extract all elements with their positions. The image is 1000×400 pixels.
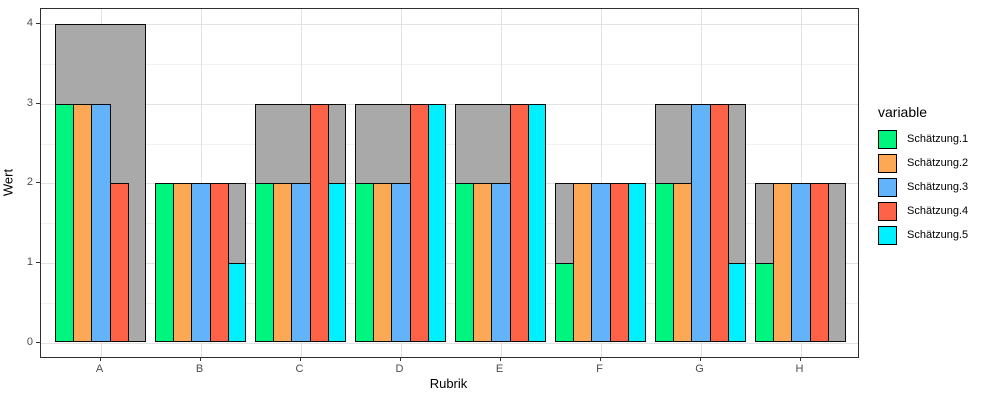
bar-B-Schätzung.3 (191, 183, 211, 343)
y-tick-label-3: 3 (26, 96, 33, 109)
x-tick-mark-D (399, 357, 401, 361)
y-tick-label-0: 0 (26, 335, 33, 348)
bar-E-Schätzung.3 (491, 183, 511, 343)
y-tick-label-4: 4 (26, 17, 33, 30)
x-tick-label-A: A (95, 363, 104, 375)
bar-A-Schätzung.3 (91, 103, 111, 343)
bar-F-Schätzung.2 (573, 183, 593, 343)
bar-B-Schätzung.1 (155, 183, 175, 343)
legend-swatch-icon (878, 153, 897, 173)
x-tick-mark-B (199, 357, 201, 361)
bar-D-Schätzung.5 (427, 103, 446, 343)
x-tick-label-H: H (795, 363, 804, 375)
y-tick-mark-4 (36, 23, 40, 25)
x-tick-label-D: D (395, 363, 404, 375)
gridline-major-y1 (41, 262, 858, 264)
bar-E-Schätzung.5 (527, 103, 546, 343)
bar-G-Schätzung.3 (691, 103, 711, 343)
bar-B-Schätzung.2 (173, 183, 193, 343)
gridline-minor (41, 223, 858, 225)
bar-D-Schätzung.3 (391, 183, 411, 343)
legend: variable Schätzung.1 Schätzung.2 Schätzung… (878, 104, 968, 249)
bar-H-Schätzung.1 (755, 262, 775, 343)
x-tick-mark-F (599, 357, 601, 361)
y-tick-mark-3 (36, 102, 40, 104)
bar-C-Schätzung.3 (291, 183, 311, 343)
bar-D-Schätzung.1 (355, 183, 375, 343)
x-tick-mark-H (799, 357, 801, 361)
legend-title: variable (878, 104, 928, 120)
bar-G-Schätzung.4 (709, 103, 729, 343)
gridline-major-y2 (41, 183, 858, 185)
legend-entry-Schätzung.2: Schätzung.2 (878, 153, 968, 173)
y-tick-mark-1 (36, 261, 40, 263)
legend-label: Schätzung.5 (907, 229, 969, 241)
bar-B-Schätzung.4 (209, 183, 229, 343)
legend-label: Schätzung.1 (907, 133, 969, 145)
x-tick-mark-A (99, 357, 101, 361)
bar-C-Schätzung.4 (309, 103, 329, 343)
bar-E-Schätzung.2 (473, 183, 493, 343)
legend-swatch-icon (878, 201, 897, 221)
bar-F-Schätzung.5 (627, 183, 646, 343)
bar-H-Schätzung.2 (773, 183, 793, 343)
legend-entry-Schätzung.3: Schätzung.3 (878, 177, 968, 197)
legend-label: Schätzung.2 (907, 157, 969, 169)
y-tick-mark-2 (36, 182, 40, 184)
x-tick-label-E: E (495, 363, 504, 375)
y-axis-title: Wert (0, 168, 16, 197)
y-tick-label-1: 1 (26, 255, 33, 268)
plot-panel (40, 8, 859, 358)
x-tick-mark-E (499, 357, 501, 361)
bar-G-Schätzung.2 (673, 183, 693, 343)
x-tick-label-G: G (695, 363, 704, 375)
bar-G-Schätzung.5 (727, 262, 746, 343)
bar-H-Schätzung.4 (809, 183, 829, 343)
x-tick-label-F: F (596, 363, 603, 375)
y-tick-label-2: 2 (26, 176, 33, 189)
bar-A-Schätzung.2 (73, 103, 93, 343)
x-axis-title: Rubrik (429, 376, 468, 391)
legend-swatch-icon (878, 225, 897, 245)
bar-C-Schätzung.2 (273, 183, 293, 343)
bar-D-Schätzung.2 (373, 183, 393, 343)
bar-H-Schätzung.3 (791, 183, 811, 343)
gridline-minor (41, 63, 858, 65)
bar-C-Schätzung.5 (327, 183, 346, 343)
gridline-minor (41, 302, 858, 304)
gridline-minor (41, 143, 858, 145)
gridline-vert-H (800, 9, 802, 357)
bar-E-Schätzung.1 (455, 183, 475, 343)
gridline-vert-F (600, 9, 602, 357)
bar-F-Schätzung.4 (609, 183, 629, 343)
gridline-major-y3 (41, 103, 858, 105)
legend-entry-Schätzung.1: Schätzung.1 (878, 129, 968, 149)
gridline-vert-B (200, 9, 202, 357)
gridline-major-y0 (41, 342, 858, 344)
bar-E-Schätzung.4 (509, 103, 529, 343)
bar-B-Schätzung.5 (227, 262, 246, 343)
bar-F-Schätzung.3 (591, 183, 611, 343)
x-tick-label-B: B (195, 363, 204, 375)
legend-entries: Schätzung.1 Schätzung.2 Schätzung.3 Schätzu… (878, 129, 968, 245)
bar-A-Schätzung.4 (109, 183, 129, 343)
bar-F-Schätzung.1 (555, 262, 575, 343)
bar-G-Schätzung.1 (655, 183, 675, 343)
bar-A-Schätzung.1 (55, 103, 75, 343)
legend-entry-Schätzung.4: Schätzung.4 (878, 201, 968, 221)
y-tick-mark-0 (36, 341, 40, 343)
x-tick-mark-C (299, 357, 301, 361)
bar-D-Schätzung.4 (409, 103, 429, 343)
legend-swatch-icon (878, 129, 897, 149)
x-tick-label-C: C (295, 363, 304, 375)
bar-C-Schätzung.1 (255, 183, 275, 343)
legend-label: Schätzung.3 (907, 181, 969, 193)
x-tick-mark-G (699, 357, 701, 361)
legend-swatch-icon (878, 177, 897, 197)
legend-label: Schätzung.4 (907, 205, 969, 217)
gridline-major-y4 (41, 24, 858, 26)
legend-entry-Schätzung.5: Schätzung.5 (878, 225, 968, 245)
